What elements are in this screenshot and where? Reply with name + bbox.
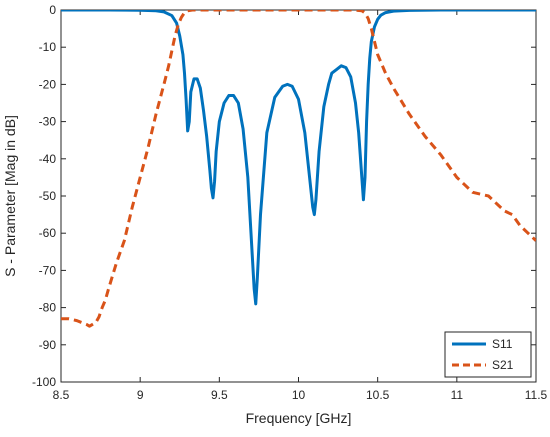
x-tick-label: 11.5 bbox=[525, 388, 548, 402]
y-tick-label: -70 bbox=[39, 263, 57, 277]
y-tick-label: -40 bbox=[39, 152, 57, 166]
plot-area bbox=[60, 9, 537, 383]
x-tick-label: 9 bbox=[137, 388, 144, 402]
y-tick-label: -50 bbox=[39, 189, 57, 203]
legend: S11 S21 bbox=[444, 331, 532, 378]
series-line-s11 bbox=[61, 10, 536, 306]
y-tick-label: -90 bbox=[39, 338, 57, 352]
y-tick-label: -30 bbox=[39, 115, 57, 129]
x-tick-label: 8.5 bbox=[53, 388, 70, 402]
x-axis-label: Frequency [GHz] bbox=[246, 410, 352, 426]
series-line-s21 bbox=[61, 10, 536, 328]
legend-label-s11: S11 bbox=[492, 337, 513, 351]
legend-label-s21: S21 bbox=[492, 358, 514, 372]
y-tick-label: -10 bbox=[39, 40, 57, 54]
y-tick-label: -80 bbox=[39, 301, 57, 315]
y-tick-label: -100 bbox=[32, 375, 56, 389]
legend-box bbox=[444, 331, 532, 378]
y-tick-label: -60 bbox=[39, 226, 57, 240]
x-tick-label: 11 bbox=[451, 388, 464, 402]
x-tick-label: 10.5 bbox=[366, 388, 390, 402]
x-tick-label: 10 bbox=[292, 388, 306, 402]
y-tick-label: -20 bbox=[39, 77, 57, 91]
x-tick-label: 9.5 bbox=[211, 388, 228, 402]
ticks-layer: 8.5 9 9.5 10 10.5 11 11.5 0 -10 -20 -30 -40 -50 -60 -7… bbox=[32, 3, 548, 402]
y-axis-label: S - Parameter [Mag in dB] bbox=[2, 115, 18, 277]
y-tick-label: 0 bbox=[49, 3, 56, 17]
series-layer bbox=[61, 10, 536, 328]
